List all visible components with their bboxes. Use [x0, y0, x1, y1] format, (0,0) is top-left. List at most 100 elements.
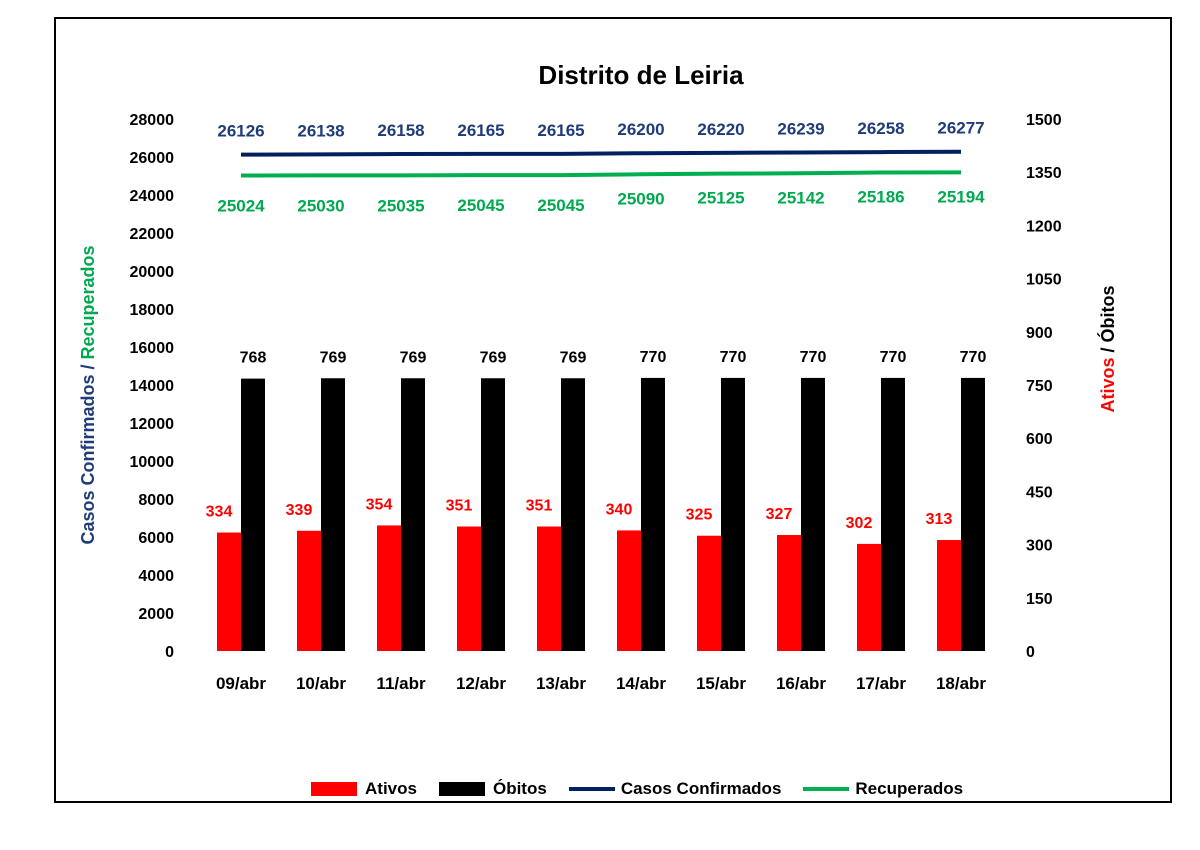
- bar-obitos-7: [801, 377, 825, 651]
- right-tick-label-1: 150: [1026, 591, 1053, 608]
- left-tick-label-0: 0: [165, 644, 174, 661]
- data-label-recuperados-5: 25090: [617, 189, 664, 208]
- category-label-6: 15/abr: [696, 674, 746, 693]
- data-label-obitos-1: 769: [320, 349, 347, 366]
- right-tick-label-7: 1050: [1026, 272, 1062, 289]
- bar-ativos-9: [937, 539, 961, 651]
- bar-obitos-0: [241, 378, 265, 651]
- legend-swatch-ativos: [311, 782, 357, 796]
- bar-obitos-3: [481, 378, 505, 651]
- data-label-casos-confirmados-3: 26165: [457, 121, 504, 140]
- data-label-recuperados-0: 25024: [217, 197, 265, 216]
- left-tick-label-3: 6000: [138, 530, 174, 547]
- data-label-obitos-0: 768: [240, 350, 267, 367]
- right-axis-label-part1: Ativos: [1098, 358, 1118, 413]
- left-axis-label-sep: /: [78, 359, 98, 374]
- category-label-8: 17/abr: [856, 674, 906, 693]
- data-label-casos-confirmados-2: 26158: [377, 121, 424, 140]
- data-label-casos-confirmados-6: 26220: [697, 120, 744, 139]
- legend-item-recuperados: Recuperados: [803, 779, 963, 799]
- bar-ativos-7: [777, 535, 801, 651]
- data-label-recuperados-7: 25142: [777, 188, 824, 207]
- legend-item-casos-confirmados: Casos Confirmados: [568, 779, 782, 799]
- right-tick-label-6: 900: [1026, 325, 1053, 342]
- category-label-5: 14/abr: [616, 674, 666, 693]
- bar-obitos-1: [321, 378, 345, 651]
- left-tick-label-7: 14000: [130, 378, 175, 395]
- right-axis-label-part2: Óbitos: [1097, 285, 1118, 342]
- legend-item-ativos: Ativos: [311, 779, 417, 799]
- data-label-ativos-9: 313: [926, 511, 953, 528]
- category-label-2: 11/abr: [376, 674, 426, 693]
- data-label-casos-confirmados-4: 26165: [537, 121, 584, 140]
- right-tick-label-3: 450: [1026, 484, 1053, 501]
- legend-label-obitos: Óbitos: [492, 779, 547, 798]
- right-tick-label-8: 1200: [1026, 218, 1062, 235]
- data-label-casos-confirmados-5: 26200: [617, 120, 664, 139]
- data-label-obitos-6: 770: [720, 349, 747, 366]
- data-label-recuperados-8: 25186: [857, 187, 904, 206]
- right-tick-label-9: 1350: [1026, 165, 1062, 182]
- legend-label-ativos: Ativos: [365, 779, 417, 798]
- left-tick-label-4: 8000: [138, 492, 174, 509]
- bar-ativos-6: [697, 535, 721, 651]
- right-tick-label-2: 300: [1026, 538, 1053, 555]
- bar-ativos-4: [537, 526, 561, 651]
- bar-ativos-3: [457, 526, 481, 651]
- category-label-9: 18/abr: [936, 674, 986, 693]
- left-axis-label: Casos Confirmados / Recuperados: [78, 245, 98, 544]
- left-axis-label-part1: Casos Confirmados: [78, 375, 98, 545]
- data-label-casos-confirmados-9: 26277: [937, 119, 984, 138]
- bar-obitos-5: [641, 377, 665, 651]
- legend-swatch-casos-confirmados: [568, 787, 615, 791]
- legend-item-obitos: Óbitos: [438, 779, 547, 799]
- left-tick-label-11: 22000: [130, 226, 175, 243]
- right-axis-label-sep: /: [1098, 342, 1118, 357]
- category-label-1: 10/abr: [296, 674, 346, 693]
- right-tick-label-5: 750: [1026, 378, 1053, 395]
- data-label-casos-confirmados-7: 26239: [777, 119, 824, 138]
- bar-ativos-1: [297, 530, 321, 651]
- data-label-casos-confirmados-0: 26126: [217, 122, 264, 141]
- data-label-ativos-0: 334: [206, 504, 233, 521]
- data-label-ativos-1: 339: [286, 502, 313, 519]
- left-tick-label-13: 26000: [130, 150, 175, 167]
- line-casos-confirmados: [240, 149, 962, 157]
- right-tick-label-10: 1500: [1026, 112, 1062, 129]
- data-label-ativos-8: 302: [846, 515, 873, 532]
- left-tick-label-14: 28000: [130, 112, 175, 129]
- data-label-obitos-8: 770: [880, 349, 907, 366]
- data-label-obitos-9: 770: [960, 349, 987, 366]
- category-label-4: 13/abr: [536, 674, 586, 693]
- data-label-obitos-7: 770: [800, 349, 827, 366]
- data-label-casos-confirmados-8: 26258: [857, 119, 904, 138]
- bar-ativos-2: [377, 525, 401, 651]
- legend-label-casos-confirmados: Casos Confirmados: [620, 779, 782, 798]
- chart-frame: Distrito de Leiria 0 2000 4000 6000 8000 10000…: [54, 17, 1172, 803]
- bar-obitos-4: [561, 378, 585, 651]
- data-label-ativos-7: 327: [766, 506, 793, 523]
- legend-swatch-recuperados: [803, 787, 850, 791]
- left-tick-label-1: 2000: [138, 606, 174, 623]
- bar-obitos-9: [961, 377, 985, 651]
- left-tick-label-10: 20000: [130, 264, 175, 281]
- left-tick-label-12: 24000: [130, 188, 175, 205]
- data-label-obitos-3: 769: [480, 349, 507, 366]
- right-axis-label: Ativos / Óbitos: [1097, 285, 1118, 412]
- data-label-recuperados-4: 25045: [537, 196, 584, 215]
- left-tick-label-2: 4000: [138, 568, 174, 585]
- bar-obitos-8: [881, 377, 905, 651]
- category-label-7: 16/abr: [776, 674, 826, 693]
- chart-title: Distrito de Leiria: [538, 60, 744, 90]
- bar-ativos-8: [857, 543, 881, 651]
- data-label-recuperados-3: 25045: [457, 196, 504, 215]
- data-label-recuperados-6: 25125: [697, 189, 744, 208]
- data-label-recuperados-1: 25030: [297, 196, 344, 215]
- right-tick-label-4: 600: [1026, 431, 1053, 448]
- bar-ativos-0: [217, 532, 241, 651]
- left-tick-label-9: 18000: [130, 302, 175, 319]
- data-label-ativos-3: 351: [446, 498, 473, 515]
- legend-swatch-obitos: [438, 782, 485, 796]
- data-label-ativos-5: 340: [606, 501, 633, 518]
- left-tick-label-5: 10000: [130, 454, 175, 471]
